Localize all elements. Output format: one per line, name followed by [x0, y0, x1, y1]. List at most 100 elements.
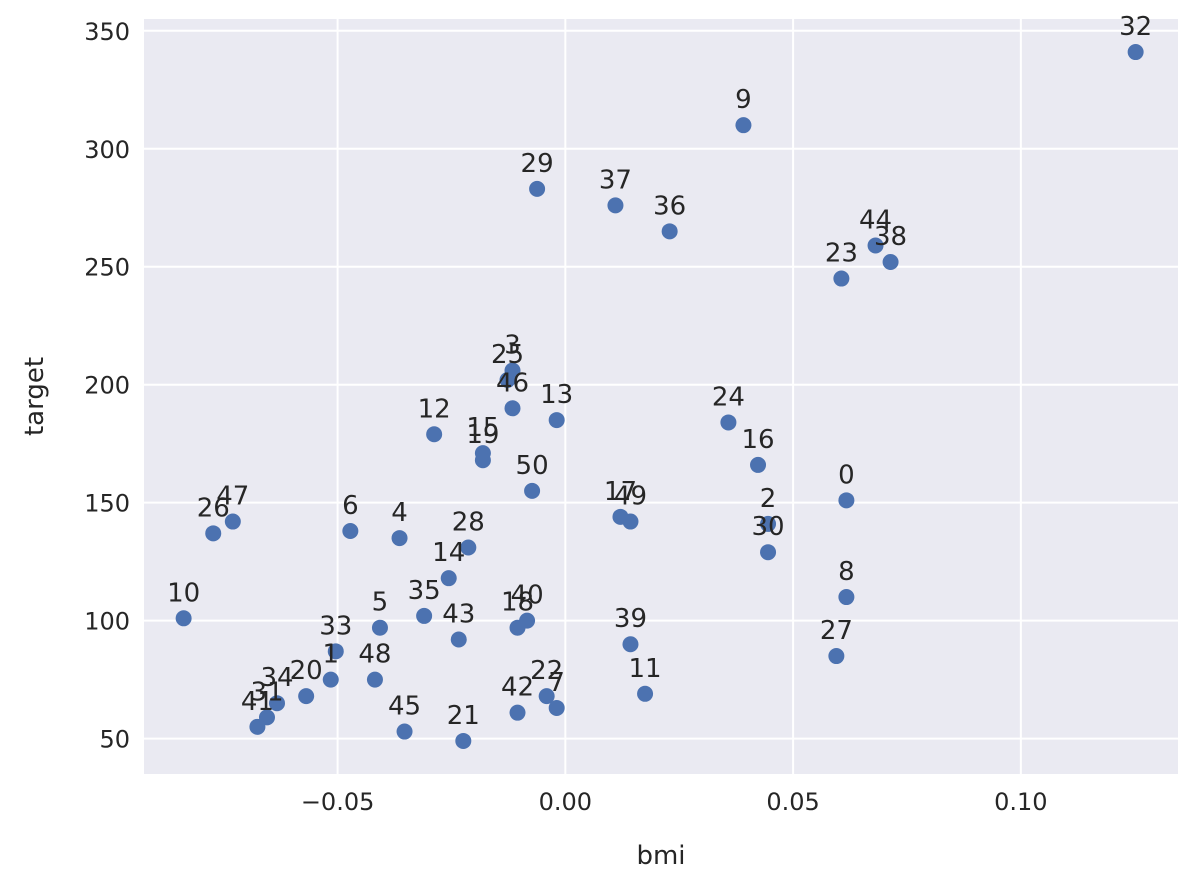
point-label: 40: [511, 581, 544, 611]
x-tick-label: 0.10: [994, 788, 1047, 816]
point-label: 24: [712, 382, 745, 412]
data-point: [529, 180, 546, 197]
y-tick-label: 350: [84, 18, 130, 46]
data-point: [622, 513, 639, 530]
data-point: [607, 197, 624, 214]
point-label: 16: [741, 425, 774, 455]
data-point: [269, 695, 286, 712]
point-label: 46: [496, 368, 529, 398]
point-label: 3: [504, 331, 521, 361]
data-point: [416, 607, 433, 624]
data-point: [750, 456, 767, 473]
x-axis-label: bmi: [636, 841, 685, 871]
point-label: 13: [540, 380, 573, 410]
data-point: [327, 643, 344, 660]
data-point: [760, 515, 777, 532]
data-point: [637, 685, 654, 702]
point-label: 20: [290, 656, 323, 686]
point-label: 50: [516, 451, 549, 481]
point-label: 21: [447, 701, 480, 731]
data-point: [391, 530, 408, 547]
data-point: [867, 237, 884, 254]
point-label: 6: [342, 491, 359, 521]
data-point: [366, 671, 383, 688]
point-label: 35: [408, 576, 441, 606]
data-point: [622, 636, 639, 653]
data-point: [298, 688, 315, 705]
data-point: [838, 492, 855, 509]
point-label: 37: [599, 165, 632, 195]
data-point: [661, 223, 678, 240]
y-tick-label: 250: [84, 254, 130, 282]
data-point: [455, 732, 472, 749]
data-point: [224, 513, 241, 530]
point-label: 23: [825, 239, 858, 269]
y-tick-label: 300: [84, 136, 130, 164]
point-label: 36: [653, 191, 686, 221]
point-label: 41: [241, 687, 274, 717]
x-tick-label: 0.05: [766, 788, 819, 816]
grid: [144, 19, 1178, 774]
data-point: [499, 371, 516, 388]
point-label: 31: [250, 677, 283, 707]
x-tick-label: −0.05: [301, 788, 375, 816]
data-point: [474, 452, 491, 469]
point-label: 9: [735, 85, 752, 115]
data-point: [548, 699, 565, 716]
point-label: 47: [216, 482, 249, 512]
data-point: [838, 589, 855, 606]
point-label: 8: [838, 557, 855, 587]
data-point: [720, 414, 737, 431]
point-label: 0: [838, 460, 855, 490]
point-label: 11: [629, 654, 662, 684]
point-label: 42: [501, 673, 534, 703]
data-points: [175, 44, 1144, 749]
data-point: [524, 482, 541, 499]
point-label: 43: [442, 600, 475, 630]
data-point: [760, 544, 777, 561]
point-label: 7: [548, 668, 565, 698]
point-label: 49: [614, 482, 647, 512]
point-label: 10: [167, 578, 200, 608]
y-tick-label: 200: [84, 372, 130, 400]
point-label: 18: [501, 588, 534, 618]
point-label: 22: [530, 656, 563, 686]
y-tick-label: 50: [99, 726, 130, 754]
data-point: [833, 270, 850, 287]
data-point: [509, 704, 526, 721]
y-tick-label: 150: [84, 490, 130, 518]
point-label: 48: [358, 640, 391, 670]
point-label: 29: [521, 149, 554, 179]
point-label: 17: [604, 477, 637, 507]
data-point: [735, 117, 752, 134]
data-point: [460, 539, 477, 556]
point-label: 34: [260, 663, 293, 693]
y-tick-label: 100: [84, 608, 130, 636]
data-point: [882, 254, 899, 271]
point-label: 38: [874, 222, 907, 252]
point-label: 15: [466, 413, 499, 443]
data-point: [1127, 44, 1144, 61]
point-label: 5: [372, 588, 389, 618]
point-label: 28: [452, 508, 485, 538]
data-point: [548, 412, 565, 429]
point-label: 45: [388, 692, 421, 722]
point-label: 30: [751, 512, 784, 542]
data-point: [519, 612, 536, 629]
data-point: [440, 570, 457, 587]
data-point: [322, 671, 339, 688]
data-point: [450, 631, 467, 648]
data-point: [249, 718, 266, 735]
data-point: [342, 522, 359, 539]
data-point: [371, 619, 388, 636]
x-tick-label: 0.00: [539, 788, 592, 816]
plot-area: [144, 19, 1178, 774]
point-label: 33: [319, 611, 352, 641]
data-point: [828, 648, 845, 665]
point-label: 32: [1119, 12, 1152, 42]
data-point: [504, 400, 521, 417]
data-point: [175, 610, 192, 627]
y-axis-label: target: [20, 357, 50, 436]
